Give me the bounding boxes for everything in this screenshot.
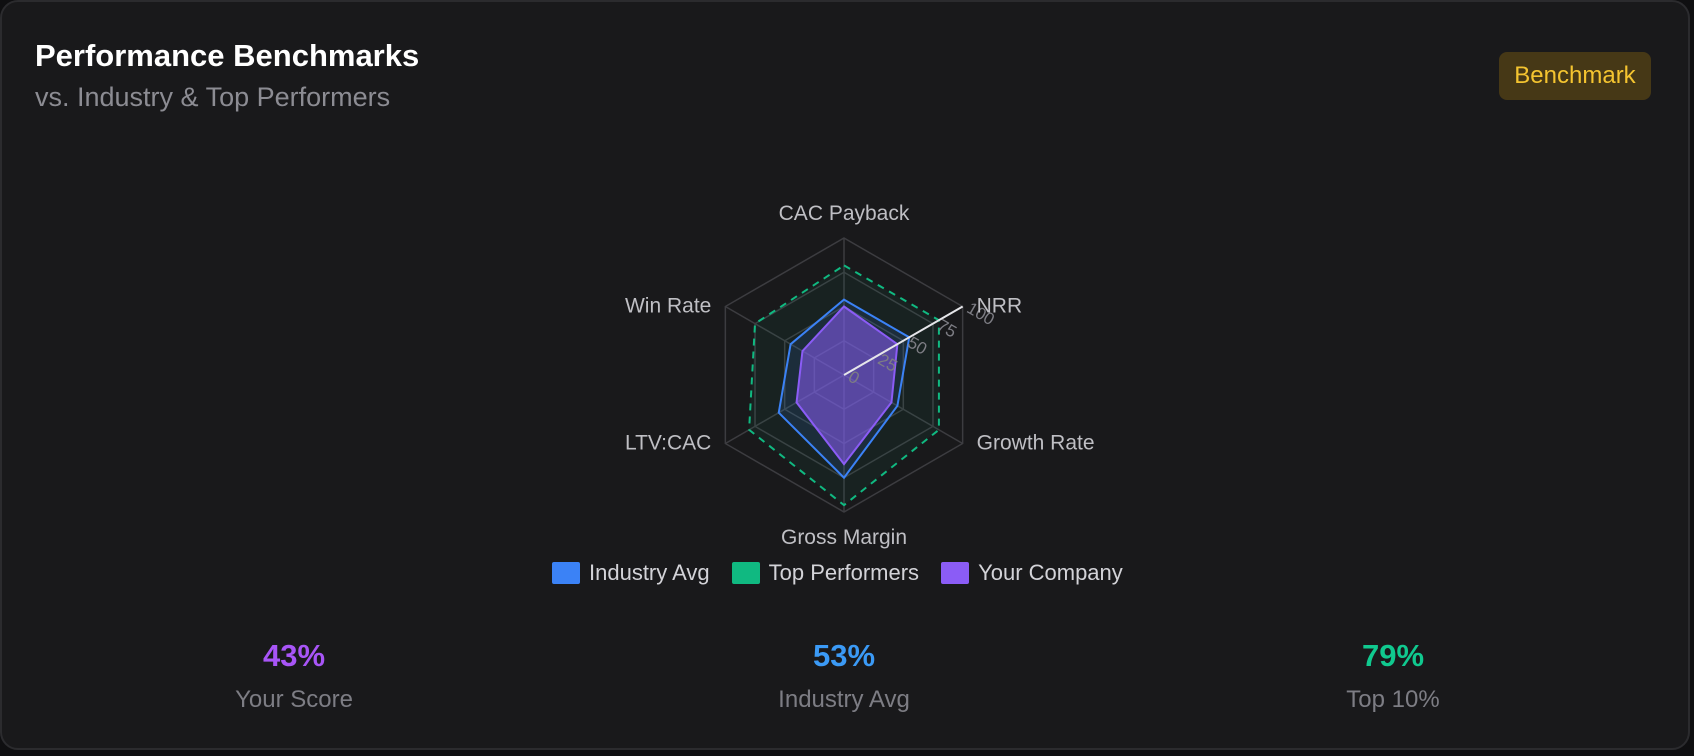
legend-top-performers[interactable]: Top Performers xyxy=(731,560,920,586)
stat-value: 79% xyxy=(1361,638,1425,673)
stat-label: Your Score xyxy=(235,686,353,713)
stat-industry-avg: 53% Industry Avg xyxy=(694,638,994,714)
card-title: Performance Benchmarks xyxy=(35,38,420,73)
legend-swatch xyxy=(552,562,580,584)
radial-axis-line xyxy=(843,305,964,376)
stat-value: 53% xyxy=(812,638,876,673)
axis-label: NRR xyxy=(977,295,1023,318)
stat-top-10: 79% Top 10% xyxy=(1243,638,1543,714)
axis-label: LTV:CAC xyxy=(625,432,711,455)
legend-industry-avg[interactable]: Industry Avg xyxy=(552,560,710,586)
stat-value: 43% xyxy=(262,638,326,673)
legend-label: Industry Avg xyxy=(589,560,710,585)
legend-label: Top Performers xyxy=(768,560,920,585)
chart-legend: Industry Avg Top Performers Your Company xyxy=(552,560,1123,586)
benchmark-badge[interactable]: Benchmark xyxy=(1499,52,1651,100)
stat-your-score: 43% Your Score xyxy=(144,638,444,714)
card-subtitle: vs. Industry & Top Performers xyxy=(35,82,391,112)
stat-label: Industry Avg xyxy=(778,686,910,713)
stat-label: Top 10% xyxy=(1346,686,1440,713)
legend-your-company[interactable]: Your Company xyxy=(941,560,1123,586)
axis-label: Win Rate xyxy=(625,295,711,318)
legend-swatch xyxy=(941,562,970,584)
axis-label: Growth Rate xyxy=(977,432,1095,455)
axis-label: Gross Margin xyxy=(781,526,907,549)
legend-swatch xyxy=(731,562,760,584)
axis-label: CAC Payback xyxy=(779,202,910,225)
legend-label: Your Company xyxy=(978,560,1123,585)
